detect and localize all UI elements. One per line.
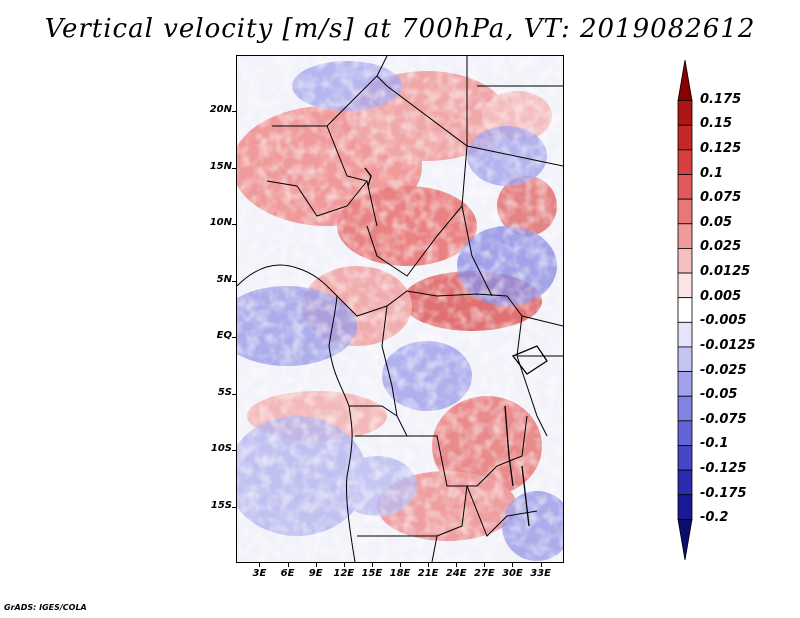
lat-tick-mark xyxy=(232,167,236,169)
lon-tick-mark xyxy=(456,563,458,567)
lon-tick-mark xyxy=(315,563,317,567)
lon-tick-label: 6E xyxy=(280,568,295,579)
colorbar-level-label: 0.175 xyxy=(700,91,742,107)
lat-tick-mark xyxy=(232,393,236,395)
colorbar-segment xyxy=(677,518,693,560)
colorbar-segment xyxy=(677,149,693,175)
colorbar-level-label: -0.125 xyxy=(700,461,747,477)
grads-credit: GrADS: IGES/COLA xyxy=(4,603,87,612)
lon-tick-mark xyxy=(484,563,486,567)
lon-tick-label: 24E xyxy=(445,568,467,579)
colorbar-segment xyxy=(677,248,693,274)
colorbar-segment xyxy=(677,371,693,397)
colorbar-segment xyxy=(677,124,693,151)
lon-tick-mark xyxy=(259,563,261,567)
lat-tick-mark xyxy=(232,337,236,339)
colorbar-level-label: -0.025 xyxy=(700,362,747,378)
colorbar-level-label: -0.005 xyxy=(700,313,747,329)
colorbar-segment xyxy=(677,60,693,102)
lat-tick-label: 20N xyxy=(209,104,232,116)
colorbar-segment xyxy=(677,395,693,422)
lon-tick-label: 9E xyxy=(308,568,323,579)
lon-tick-label: 3E xyxy=(252,568,267,579)
colorbar-segment xyxy=(677,198,693,225)
colorbar-segment xyxy=(677,445,693,471)
colorbar-level-label: 0.125 xyxy=(700,140,742,156)
colorbar-level-label: 0.05 xyxy=(700,214,733,230)
field-speckle xyxy=(237,56,563,562)
lon-tick-label: 18E xyxy=(389,568,411,579)
colorbar-level-label: 0.0125 xyxy=(700,264,751,280)
colorbar-level-label: 0.15 xyxy=(700,116,733,132)
lon-tick-mark xyxy=(371,563,373,567)
colorbar-segment xyxy=(677,346,693,372)
country-borders xyxy=(237,56,563,562)
colorbar-level-label: -0.175 xyxy=(700,485,747,501)
colorbar-segment xyxy=(677,100,693,126)
map-panel xyxy=(236,55,564,563)
colorbar-segment xyxy=(677,420,693,446)
lat-tick-mark xyxy=(232,280,236,282)
lat-tick-label: 5S xyxy=(217,386,232,398)
lon-tick-label: 12E xyxy=(333,568,355,579)
lat-tick-label: 10S xyxy=(210,443,232,455)
colorbar-segment xyxy=(677,297,693,323)
lon-tick-label: 33E xyxy=(530,568,551,579)
lat-tick-mark xyxy=(232,224,236,226)
colorbar-level-label: 0.005 xyxy=(700,288,742,304)
lat-tick-label: 15S xyxy=(210,499,232,511)
lat-tick-mark xyxy=(232,450,236,452)
lon-tick-mark xyxy=(540,563,542,567)
colorbar-segment xyxy=(677,223,693,249)
colorbar-segment xyxy=(677,272,693,299)
lon-tick-label: 15E xyxy=(361,568,383,579)
colorbar-level-label: 0.1 xyxy=(700,165,724,181)
colorbar-segment xyxy=(677,174,693,200)
lakes xyxy=(364,167,548,527)
map-title: Vertical velocity [m/s] at 700hPa, VT: 2… xyxy=(44,14,756,44)
velocity-field-map xyxy=(237,56,563,562)
colorbar-level-label: -0.05 xyxy=(700,387,738,403)
colorbar-segment xyxy=(677,494,693,520)
lon-tick-label: 30E xyxy=(502,568,523,579)
lon-tick-mark xyxy=(287,563,289,567)
colorbar xyxy=(677,60,693,560)
colorbar-segment xyxy=(677,469,693,496)
colorbar-segment xyxy=(677,321,693,348)
lat-tick-mark xyxy=(232,111,236,113)
lon-tick-mark xyxy=(512,563,514,567)
lat-tick-label: 10N xyxy=(209,217,232,229)
lon-tick-mark xyxy=(400,563,401,567)
colorbar-level-label: -0.1 xyxy=(700,436,729,452)
lat-tick-label: EQ xyxy=(216,330,232,342)
colorbar-level-label: -0.075 xyxy=(700,411,747,427)
lat-tick-mark xyxy=(232,506,236,508)
lon-tick-mark xyxy=(343,563,345,567)
lat-tick-label: 15N xyxy=(209,160,232,172)
colorbar-level-label: 0.075 xyxy=(700,190,742,206)
colorbar-level-label: 0.025 xyxy=(700,239,742,255)
lon-tick-label: 21E xyxy=(417,568,439,579)
lon-tick-label: 27E xyxy=(473,568,495,579)
lon-tick-mark xyxy=(428,563,430,567)
colorbar-level-label: -0.0125 xyxy=(700,337,756,353)
colorbar-level-label: -0.2 xyxy=(700,510,729,526)
lat-tick-label: 5N xyxy=(216,273,232,285)
